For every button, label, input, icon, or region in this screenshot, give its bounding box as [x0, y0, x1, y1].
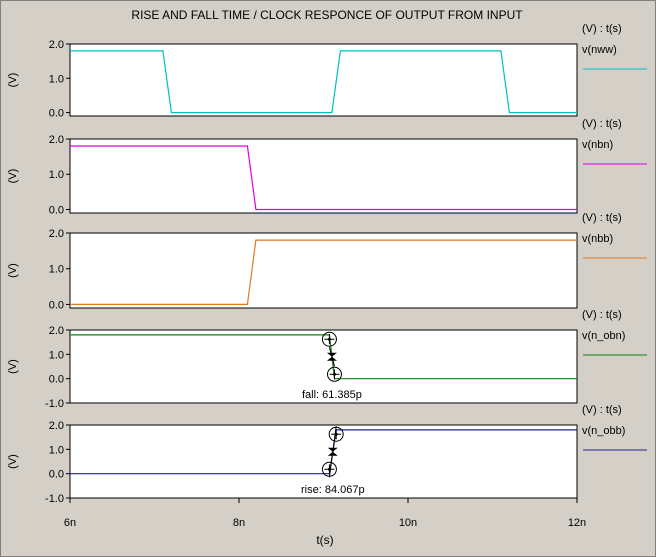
legend-label: v(n_obb) [582, 425, 625, 437]
plot-area-nbn [70, 139, 577, 213]
y-axis-label: (V) [7, 169, 19, 184]
plot-layer: 0.0 1.0 2.0 (V) (V) : t(s) v(nww) 0.0 1.0 2.0 (V)… [7, 23, 647, 505]
y-tick-label: -1.0 [45, 493, 64, 505]
y-tick-label: 0.0 [49, 374, 64, 386]
x-tick-label: 6n [64, 517, 76, 529]
panel-nbn: 0.0 1.0 2.0 (V) (V) : t(s) v(nbn) [7, 118, 647, 216]
measurement-label: rise: 84.067p [301, 484, 365, 496]
plot-area-nbb [70, 233, 577, 308]
panel-n_obn: -1.0 0.0 1.0 2.0 (V) (V) : t(s) v(n_obn) fall: … [7, 309, 647, 410]
legend-label: v(nbn) [582, 139, 613, 151]
x-axis-label: t(s) [316, 533, 333, 547]
legend-label: v(nww) [582, 44, 617, 56]
y-tick-label: 1.0 [49, 264, 64, 276]
x-tick-label: 10n [399, 517, 417, 529]
measurement-label: fall: 61.385p [302, 389, 362, 401]
y-tick-label: 0.0 [49, 299, 64, 311]
chart-title: RISE AND FALL TIME / CLOCK RESPONCE OF O… [131, 8, 523, 22]
panel-axis-label: (V) : t(s) [582, 212, 622, 224]
panel-axis-label: (V) : t(s) [582, 118, 622, 130]
y-tick-label: 1.0 [49, 444, 64, 456]
x-tick-label: 12n [568, 517, 586, 529]
y-axis-label: (V) [7, 454, 19, 469]
marker-dot [328, 338, 331, 341]
panel-n_obb: -1.0 0.0 1.0 2.0 (V) (V) : t(s) v(n_obb) rise: … [7, 404, 647, 505]
y-tick-label: 0.0 [49, 469, 64, 481]
y-tick-label: 2.0 [49, 134, 64, 146]
panel-nbb: 0.0 1.0 2.0 (V) (V) : t(s) v(nbb) [7, 212, 647, 311]
y-tick-label: 0.0 [49, 204, 64, 216]
panel-axis-label: (V) : t(s) [582, 404, 622, 416]
y-tick-label: 1.0 [49, 73, 64, 85]
y-axis-label: (V) [7, 359, 19, 374]
y-axis-label: (V) [7, 263, 19, 278]
y-tick-label: 2.0 [49, 228, 64, 240]
y-axis-label: (V) [7, 73, 19, 88]
panel-nww: 0.0 1.0 2.0 (V) (V) : t(s) v(nww) [7, 23, 647, 120]
y-tick-label: 0.0 [49, 108, 64, 120]
panel-axis-label: (V) : t(s) [582, 309, 622, 321]
legend-label: v(nbb) [582, 233, 613, 245]
x-axis: 6n 8n 10n 12n [64, 498, 586, 529]
y-tick-label: 2.0 [49, 325, 64, 337]
y-tick-label: 1.0 [49, 349, 64, 361]
x-tick-label: 8n [233, 517, 245, 529]
y-tick-label: -1.0 [45, 398, 64, 410]
y-tick-label: 1.0 [49, 169, 64, 181]
y-tick-label: 2.0 [49, 39, 64, 51]
legend-label: v(n_obn) [582, 330, 625, 342]
y-tick-label: 2.0 [49, 420, 64, 432]
marker-dot [333, 373, 336, 376]
panel-axis-label: (V) : t(s) [582, 23, 622, 35]
